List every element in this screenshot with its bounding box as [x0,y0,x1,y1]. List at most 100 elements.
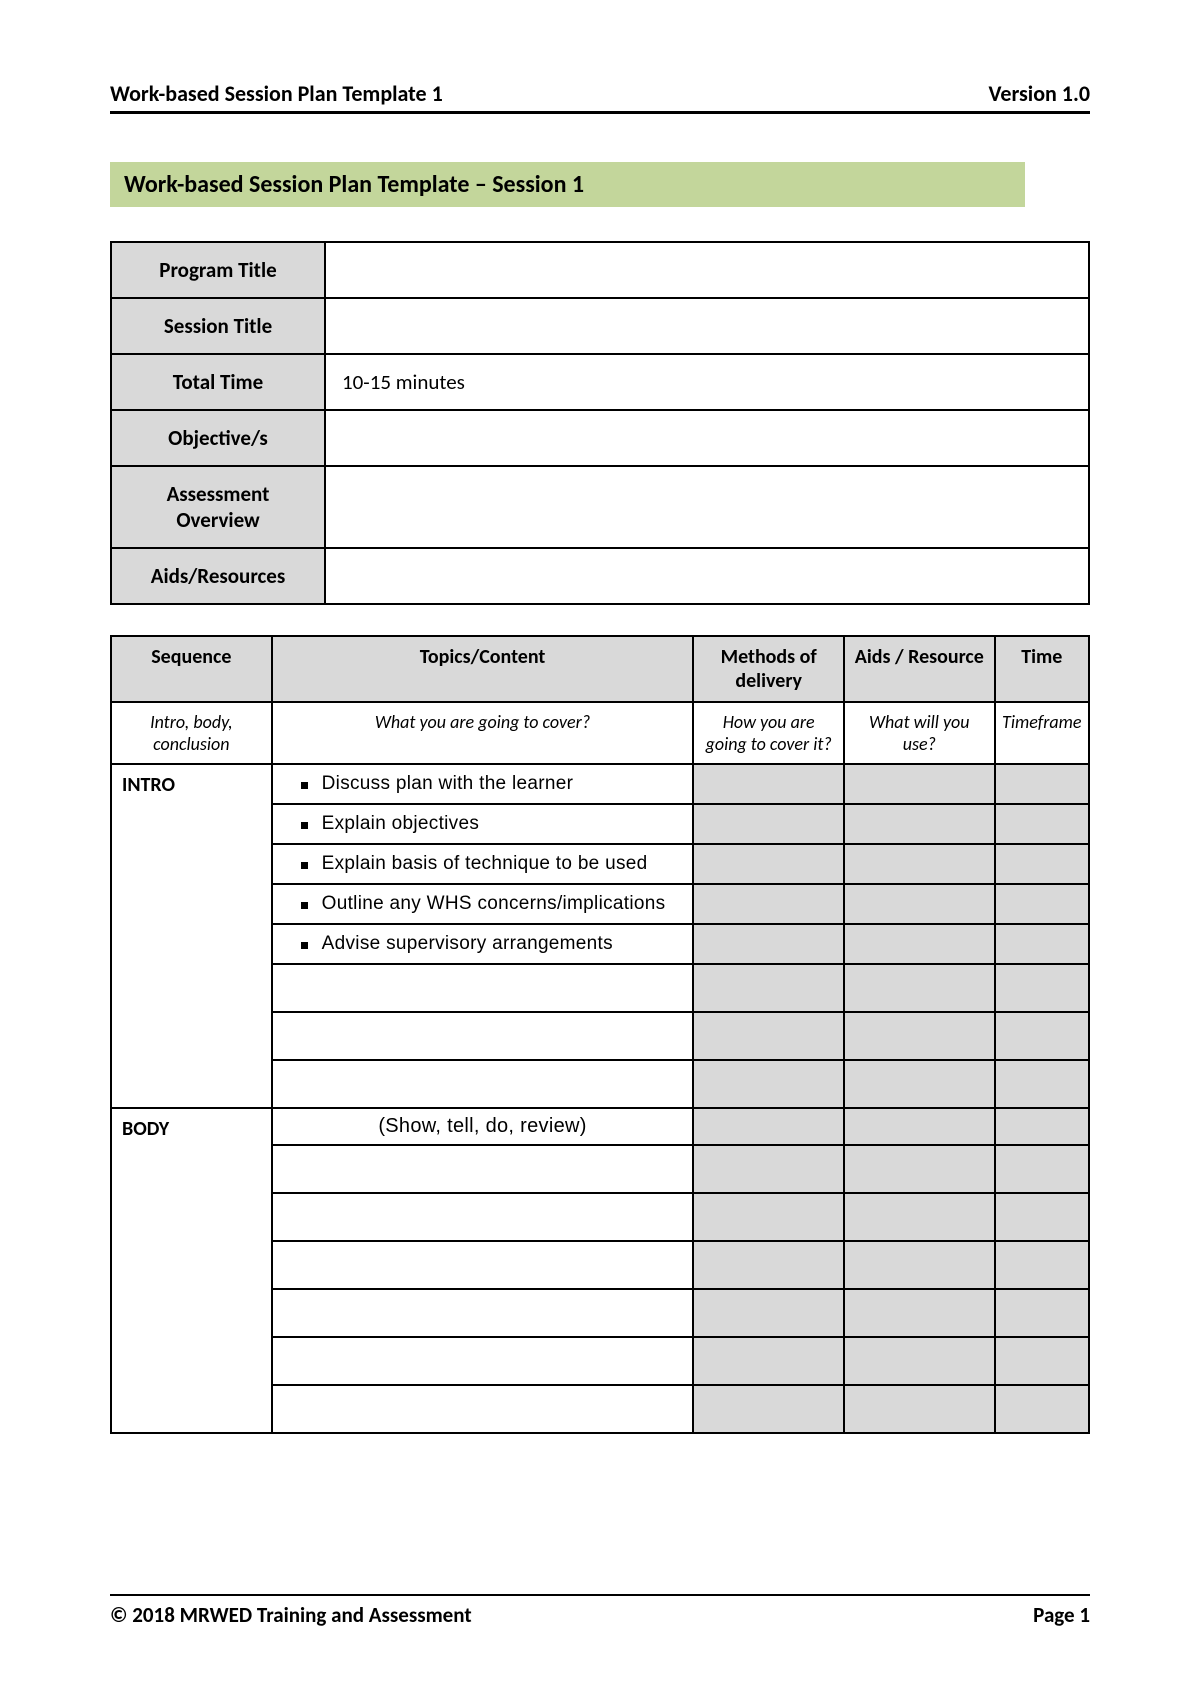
time-cell [995,764,1089,804]
topic-cell [272,964,694,1012]
aids-cell [844,764,995,804]
methods-cell [693,1385,844,1433]
hint-sequence: Intro, body, conclusion [111,702,272,764]
bullet-text: Explain basis of technique to be used [322,853,648,875]
body-note: (Show, tell, do, review) [272,1108,694,1145]
bullet-text: Advise supervisory arrangements [322,933,613,955]
hint-aids: What will you use? [844,702,995,764]
methods-cell [693,884,844,924]
aids-cell [844,1012,995,1060]
methods-cell [693,924,844,964]
topic-cell: Explain objectives [272,804,694,844]
bullet-icon [301,942,308,949]
bullet-icon [301,822,308,829]
aids-cell [844,804,995,844]
methods-cell [693,1012,844,1060]
section-intro-label: INTRO [111,764,272,1108]
topic-cell [272,1193,694,1241]
methods-cell [693,1241,844,1289]
col-sequence: Sequence [111,636,272,702]
time-cell [995,1337,1089,1385]
info-label: Program Title [111,242,325,298]
aids-cell [844,924,995,964]
header-right: Version 1.0 [989,80,1090,107]
topic-cell [272,1337,694,1385]
table-row: Program Title [111,242,1089,298]
aids-cell [844,1060,995,1108]
aids-cell [844,964,995,1012]
info-table: Program Title Session Title Total Time 1… [110,241,1090,605]
table-row: BODY (Show, tell, do, review) [111,1108,1089,1145]
page: Work-based Session Plan Template 1 Versi… [0,0,1200,1698]
topic-cell: Outline any WHS concerns/implications [272,884,694,924]
document-header: Work-based Session Plan Template 1 Versi… [110,80,1090,114]
col-topics: Topics/Content [272,636,694,702]
bullet-item: Outline any WHS concerns/implications [283,891,683,917]
table-row: Assessment Overview [111,466,1089,548]
aids-cell [844,1385,995,1433]
time-cell [995,1108,1089,1145]
methods-cell [693,844,844,884]
col-aids: Aids / Resource [844,636,995,702]
bullet-icon [301,782,308,789]
topic-cell [272,1060,694,1108]
hint-methods: How you are going to cover it? [693,702,844,764]
aids-cell [844,1241,995,1289]
table-row: Objective/s [111,410,1089,466]
topic-cell [272,1289,694,1337]
header-left: Work-based Session Plan Template 1 [110,80,443,107]
aids-cell [844,1193,995,1241]
aids-cell [844,1108,995,1145]
aids-cell [844,1145,995,1193]
time-cell [995,1289,1089,1337]
footer-left: © 2018 MRWED Training and Assessment [110,1602,472,1628]
bullet-item: Discuss plan with the learner [283,771,683,797]
col-methods: Methods of delivery [693,636,844,702]
hints-row: Intro, body, conclusion What you are goi… [111,702,1089,764]
table-row: INTRO Discuss plan with the learner [111,764,1089,804]
methods-cell [693,1060,844,1108]
aids-cell [844,884,995,924]
methods-cell [693,764,844,804]
info-label: Total Time [111,354,325,410]
methods-cell [693,1289,844,1337]
info-value [325,548,1089,604]
bullet-icon [301,902,308,909]
bullet-text: Explain objectives [322,813,479,835]
info-label: Objective/s [111,410,325,466]
methods-cell [693,1108,844,1145]
topic-cell [272,1145,694,1193]
bullet-text: Discuss plan with the learner [322,773,574,795]
hint-topics: What you are going to cover? [272,702,694,764]
bullet-item: Explain objectives [283,811,683,837]
time-cell [995,1193,1089,1241]
methods-cell [693,804,844,844]
section-body-label: BODY [111,1108,272,1433]
col-time: Time [995,636,1089,702]
info-label: Session Title [111,298,325,354]
time-cell [995,804,1089,844]
methods-cell [693,1145,844,1193]
time-cell [995,1012,1089,1060]
topic-cell: Explain basis of technique to be used [272,844,694,884]
table-row: Session Title [111,298,1089,354]
time-cell [995,924,1089,964]
bullet-icon [301,862,308,869]
aids-cell [844,1337,995,1385]
aids-cell [844,1289,995,1337]
bullet-item: Explain basis of technique to be used [283,851,683,877]
topic-cell: Discuss plan with the learner [272,764,694,804]
topic-cell [272,1241,694,1289]
table-row: Total Time 10-15 minutes [111,354,1089,410]
methods-cell [693,964,844,1012]
topic-cell [272,1012,694,1060]
time-cell [995,1060,1089,1108]
methods-cell [693,1193,844,1241]
time-cell [995,964,1089,1012]
time-cell [995,884,1089,924]
info-value [325,298,1089,354]
sequence-table: Sequence Topics/Content Methods of deliv… [110,635,1090,1434]
info-value: 10-15 minutes [325,354,1089,410]
table-header-row: Sequence Topics/Content Methods of deliv… [111,636,1089,702]
info-label: Assessment Overview [111,466,325,548]
